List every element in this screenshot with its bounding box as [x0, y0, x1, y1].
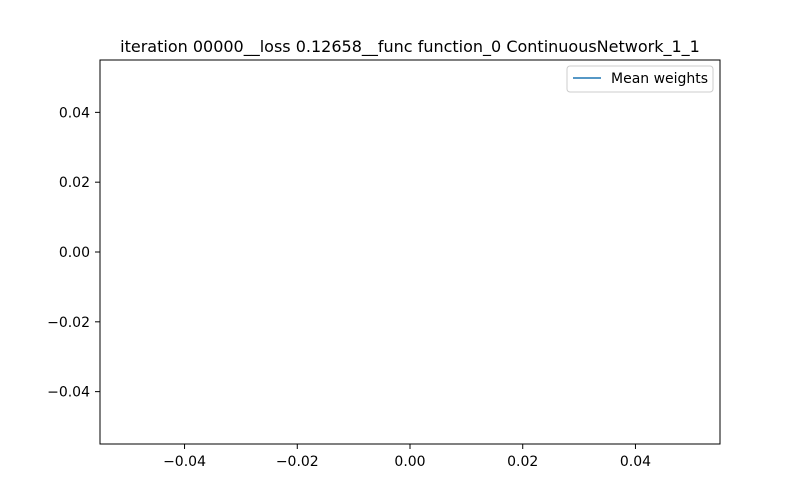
x-axis: −0.04 −0.02 0.00 0.02 0.04	[163, 444, 651, 470]
legend-box	[566, 65, 714, 93]
x-tick-label: 0.04	[620, 454, 651, 470]
y-tick-label: −0.02	[47, 315, 90, 331]
chart-title: iteration 00000__loss 0.12658__func func…	[120, 37, 700, 57]
plot-area	[100, 60, 720, 444]
y-tick-label: −0.04	[47, 385, 90, 401]
y-axis: −0.04 −0.02 0.00 0.02 0.04	[47, 105, 100, 401]
legend-label-mean-weights: Mean weights	[611, 71, 708, 87]
x-tick-label: −0.04	[163, 454, 206, 470]
legend: Mean weights	[566, 65, 714, 93]
x-tick-label: 0.02	[507, 454, 538, 470]
x-tick-label: 0.00	[394, 454, 425, 470]
y-tick-label: 0.00	[59, 245, 90, 261]
y-tick-label: 0.04	[59, 105, 90, 121]
axes-frame	[99, 59, 721, 445]
x-tick-label: −0.02	[276, 454, 319, 470]
y-tick-label: 0.02	[59, 175, 90, 191]
